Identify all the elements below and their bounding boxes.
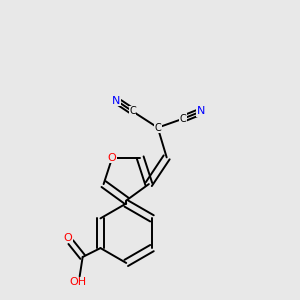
Text: O: O <box>63 233 72 243</box>
Text: N: N <box>112 96 120 106</box>
Text: C: C <box>180 114 186 124</box>
Text: N: N <box>197 106 205 116</box>
Text: C: C <box>129 106 136 116</box>
Text: C: C <box>154 123 161 133</box>
Text: OH: OH <box>70 277 87 287</box>
Text: O: O <box>108 152 117 163</box>
